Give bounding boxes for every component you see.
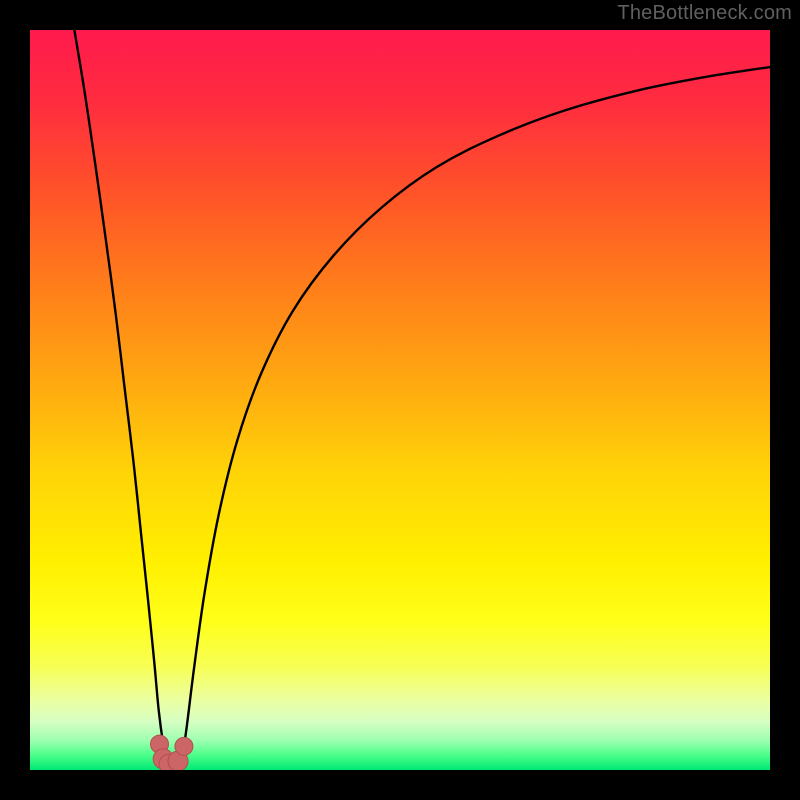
- watermark-text: TheBottleneck.com: [617, 2, 792, 25]
- right-curve: [182, 67, 770, 763]
- left-curve: [74, 30, 166, 763]
- chart-frame: TheBottleneck.com: [0, 0, 800, 800]
- plot-area: [30, 30, 770, 770]
- notch-marker: [151, 735, 193, 770]
- curves-layer: [30, 30, 770, 770]
